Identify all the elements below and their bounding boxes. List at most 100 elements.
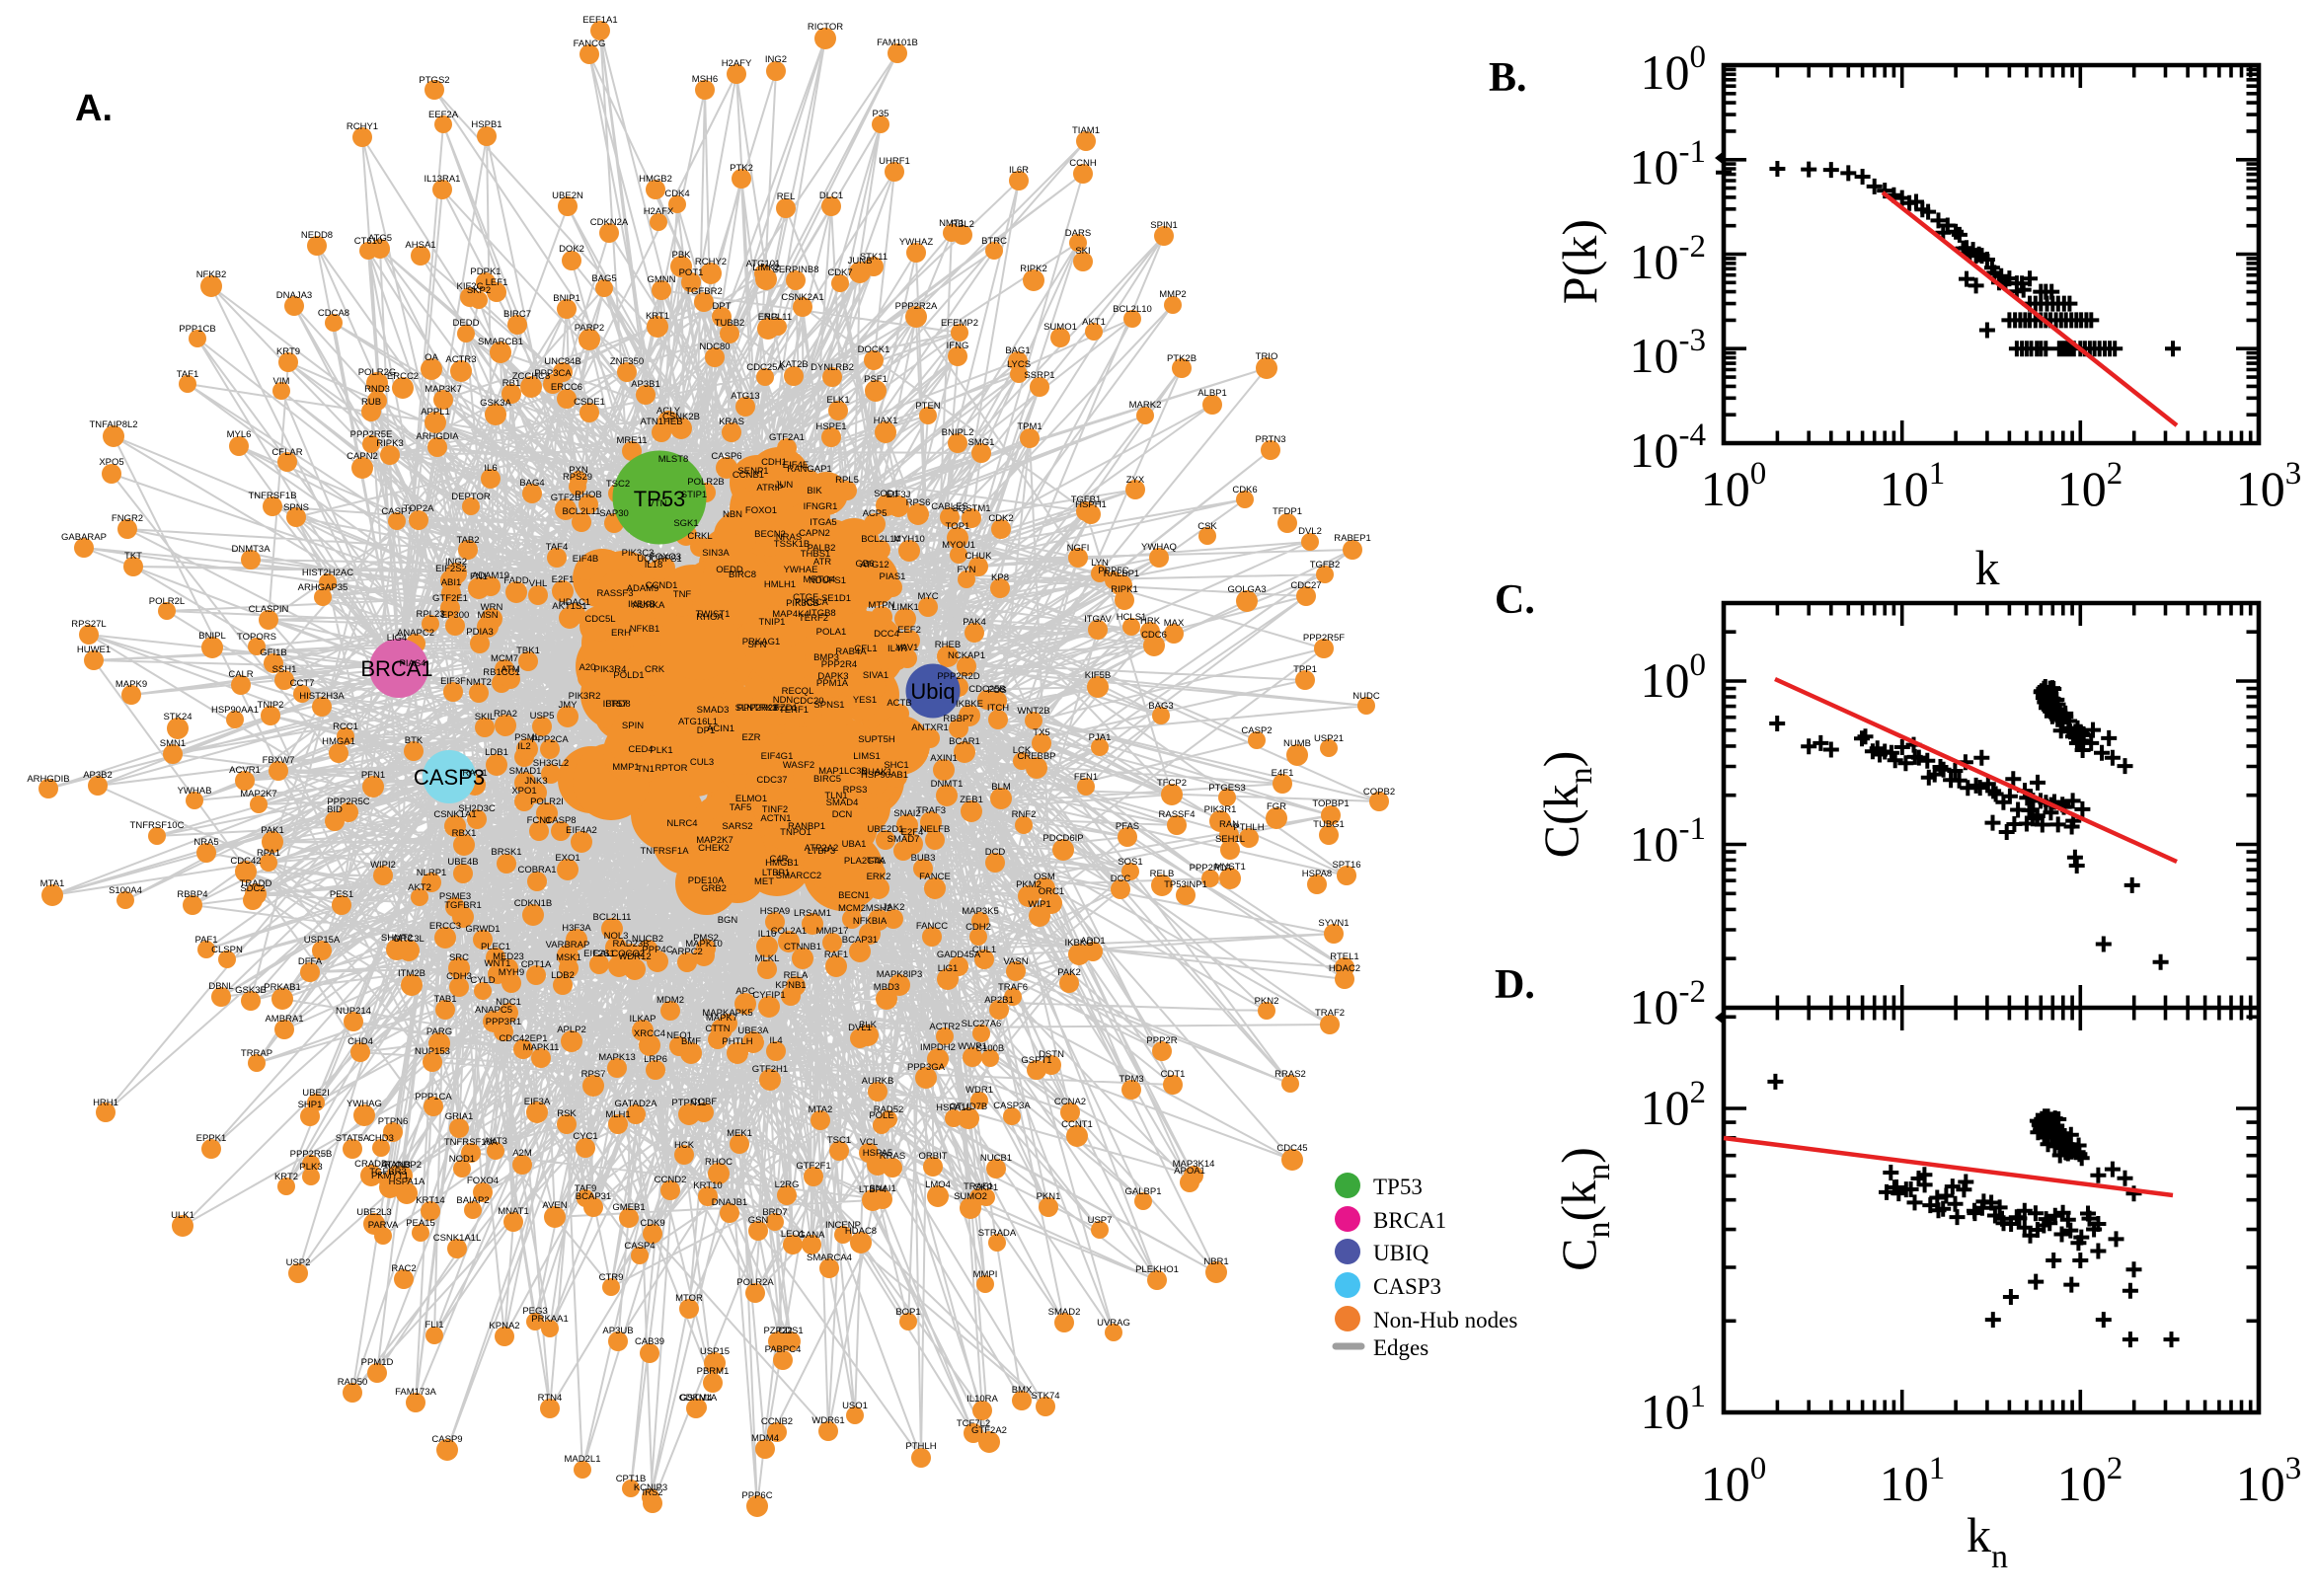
svg-text:SLC27A6: SLC27A6 bbox=[962, 1019, 1002, 1029]
svg-text:RND3: RND3 bbox=[364, 384, 390, 395]
svg-text:P(k): P(k) bbox=[1552, 219, 1607, 304]
svg-text:AURKB: AURKB bbox=[862, 1076, 894, 1087]
svg-text:VHL: VHL bbox=[529, 578, 547, 589]
svg-text:IL10: IL10 bbox=[758, 929, 777, 940]
svg-text:FOXO4: FOXO4 bbox=[467, 1176, 499, 1186]
svg-text:TNIP2: TNIP2 bbox=[258, 700, 284, 711]
svg-text:GSK3A: GSK3A bbox=[480, 398, 511, 409]
svg-text:MSN: MSN bbox=[477, 610, 498, 621]
svg-text:EIF4A2: EIF4A2 bbox=[566, 825, 597, 836]
svg-text:CALR: CALR bbox=[228, 669, 253, 680]
svg-text:LTBP4: LTBP4 bbox=[859, 1184, 887, 1195]
svg-text:ARPC2: ARPC2 bbox=[671, 947, 703, 957]
svg-text:Edges: Edges bbox=[1373, 1335, 1428, 1360]
svg-text:ATG101: ATG101 bbox=[746, 259, 781, 269]
svg-text:TNFRSF1A: TNFRSF1A bbox=[640, 846, 689, 857]
svg-text:BCL2L11: BCL2L11 bbox=[593, 912, 632, 923]
svg-text:TLN1: TLN1 bbox=[824, 791, 847, 801]
svg-text:SOS1: SOS1 bbox=[1118, 857, 1142, 868]
svg-text:TGFB2: TGFB2 bbox=[1310, 560, 1341, 570]
svg-text:PRKAA1: PRKAA1 bbox=[531, 1314, 569, 1325]
svg-text:HSPA8: HSPA8 bbox=[1302, 869, 1332, 879]
svg-text:TKT: TKT bbox=[124, 551, 142, 562]
svg-text:TNPO1: TNPO1 bbox=[780, 827, 811, 838]
svg-text:PPP6C: PPP6C bbox=[741, 1490, 772, 1501]
svg-text:ERK2: ERK2 bbox=[867, 872, 891, 882]
svg-text:SPIN: SPIN bbox=[622, 721, 644, 731]
svg-text:COPB2: COPB2 bbox=[1363, 787, 1395, 798]
svg-text:SIVA1: SIVA1 bbox=[863, 670, 888, 681]
svg-text:DSTN: DSTN bbox=[1039, 1049, 1064, 1060]
svg-text:VARBRAP: VARBRAP bbox=[546, 940, 590, 950]
svg-text:E2F4: E2F4 bbox=[901, 827, 924, 838]
svg-text:TSC2: TSC2 bbox=[606, 479, 630, 490]
svg-text:ABI1: ABI1 bbox=[441, 577, 462, 588]
svg-text:SSH1: SSH1 bbox=[272, 664, 297, 675]
svg-text:UNC84B: UNC84B bbox=[544, 356, 581, 367]
svg-text:GOLGA3: GOLGA3 bbox=[1227, 584, 1266, 595]
svg-text:HRH1: HRH1 bbox=[93, 1098, 118, 1108]
svg-text:RAD23B: RAD23B bbox=[613, 939, 650, 950]
svg-text:GATAD2A: GATAD2A bbox=[615, 1099, 658, 1109]
svg-text:ITGB8: ITGB8 bbox=[809, 608, 835, 619]
svg-text:BAG1: BAG1 bbox=[1005, 345, 1030, 356]
svg-text:CRKL: CRKL bbox=[687, 531, 712, 542]
svg-text:BRD8: BRD8 bbox=[605, 699, 630, 710]
svg-text:HSPA9: HSPA9 bbox=[760, 906, 790, 917]
svg-text:YWHAE: YWHAE bbox=[784, 565, 818, 575]
svg-text:PAK1: PAK1 bbox=[261, 825, 284, 836]
svg-text:TRAF1: TRAF1 bbox=[964, 1181, 993, 1192]
svg-text:ORBIT: ORBIT bbox=[918, 1151, 947, 1162]
svg-text:CSDE1: CSDE1 bbox=[574, 397, 605, 408]
svg-text:PTK2: PTK2 bbox=[730, 163, 753, 174]
svg-text:MTA2: MTA2 bbox=[809, 1104, 833, 1115]
svg-text:FANCC: FANCC bbox=[916, 921, 948, 932]
svg-text:HCK: HCK bbox=[674, 1140, 695, 1151]
svg-text:SMG1: SMG1 bbox=[968, 437, 995, 448]
svg-text:CASP4: CASP4 bbox=[624, 1241, 655, 1252]
svg-text:TERF1: TERF1 bbox=[779, 705, 809, 716]
svg-text:DBNL: DBNL bbox=[208, 981, 233, 992]
svg-text:CDH1: CDH1 bbox=[761, 457, 787, 468]
svg-text:BECN1: BECN1 bbox=[838, 890, 870, 901]
svg-text:RASSF3: RASSF3 bbox=[597, 588, 634, 599]
svg-text:ATG12: ATG12 bbox=[860, 560, 888, 570]
svg-text:MLST8: MLST8 bbox=[658, 454, 689, 465]
svg-text:LIG4: LIG4 bbox=[387, 633, 408, 644]
svg-text:YWHAZ: YWHAZ bbox=[899, 237, 934, 248]
svg-text:NUCB2: NUCB2 bbox=[632, 934, 663, 945]
svg-text:CRADD: CRADD bbox=[354, 1159, 388, 1170]
svg-text:TAF5: TAF5 bbox=[730, 802, 752, 813]
svg-text:BRSK1: BRSK1 bbox=[491, 847, 521, 858]
svg-text:TIAM1: TIAM1 bbox=[1072, 125, 1100, 136]
svg-text:COBF: COBF bbox=[691, 1097, 718, 1107]
svg-text:LEF1: LEF1 bbox=[486, 277, 508, 288]
svg-text:SFN: SFN bbox=[748, 640, 767, 650]
svg-text:EZR: EZR bbox=[742, 732, 761, 743]
svg-text:NUDC: NUDC bbox=[1352, 691, 1380, 702]
svg-text:SARS2: SARS2 bbox=[722, 821, 752, 832]
svg-text:TNFAIP8L2: TNFAIP8L2 bbox=[89, 419, 137, 430]
svg-text:EPPK1: EPPK1 bbox=[196, 1133, 227, 1144]
svg-text:BCL2L14: BCL2L14 bbox=[861, 534, 900, 545]
svg-text:AKT3: AKT3 bbox=[484, 1136, 507, 1147]
svg-text:SMAD2: SMAD2 bbox=[1048, 1307, 1081, 1318]
svg-text:TUBB2: TUBB2 bbox=[715, 318, 745, 329]
svg-text:CSNK2B: CSNK2B bbox=[662, 412, 700, 422]
svg-text:CDK6: CDK6 bbox=[1232, 485, 1257, 495]
svg-text:ADAM19: ADAM19 bbox=[472, 570, 509, 581]
svg-text:CDT1: CDT1 bbox=[1161, 1069, 1186, 1080]
svg-text:TNFRSF10A: TNFRSF10A bbox=[444, 1137, 499, 1148]
svg-text:CCND1: CCND1 bbox=[646, 580, 678, 591]
svg-text:PMS2: PMS2 bbox=[693, 933, 719, 944]
svg-text:RPS3: RPS3 bbox=[843, 785, 868, 796]
svg-text:SYVN1: SYVN1 bbox=[1318, 918, 1349, 929]
svg-text:ZYX: ZYX bbox=[1126, 475, 1145, 486]
svg-text:PPP2R5C: PPP2R5C bbox=[327, 797, 369, 807]
svg-text:RCC1: RCC1 bbox=[333, 722, 358, 732]
svg-text:AKT2: AKT2 bbox=[408, 882, 431, 893]
svg-text:NUMB: NUMB bbox=[1283, 738, 1311, 749]
svg-text:STK24: STK24 bbox=[163, 712, 192, 722]
svg-text:USP15A: USP15A bbox=[304, 935, 341, 946]
svg-text:UBE4B: UBE4B bbox=[447, 857, 478, 868]
